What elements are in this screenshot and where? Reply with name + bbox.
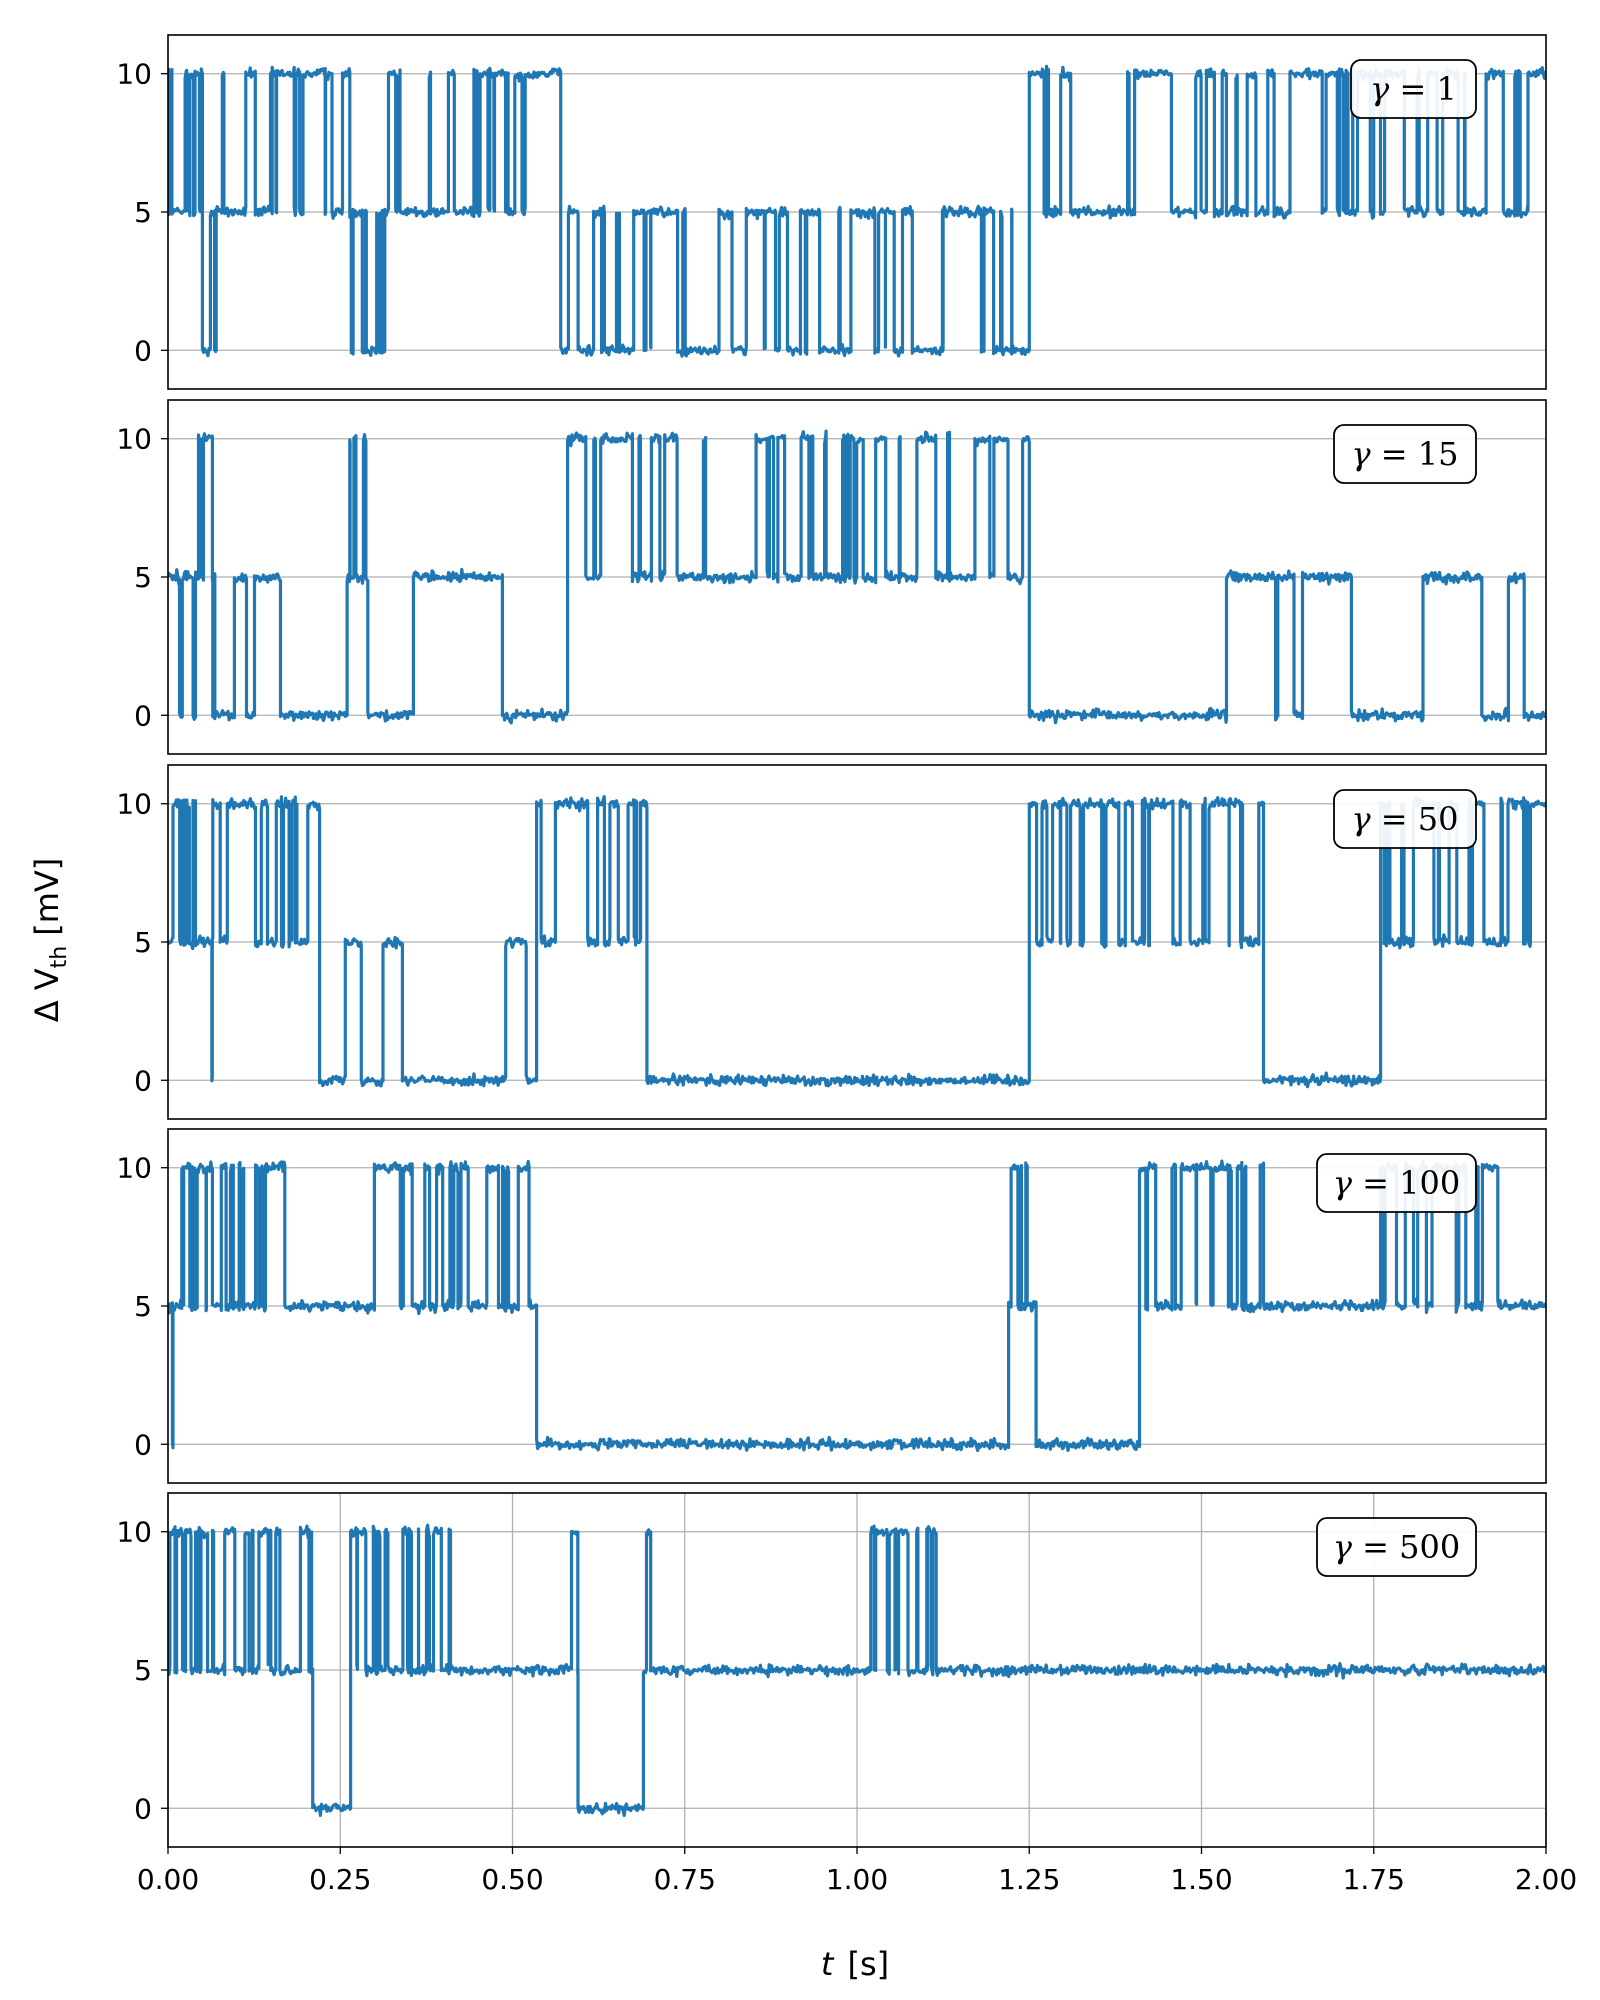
signal-line <box>168 1523 1546 1818</box>
legend-frame <box>1333 424 1477 484</box>
legend-gamma-symbol: γ <box>1370 70 1390 108</box>
y-axis-label-prefix: Δ V <box>28 968 66 1022</box>
x-axis-label-variable: t <box>821 1945 835 1983</box>
signal-line <box>168 1159 1546 1453</box>
panel-frame <box>167 34 1547 390</box>
legend-gamma-symbol: γ <box>1352 800 1372 838</box>
panel-5: 0 5 10 γ = 500 0.00 0.25 0.50 0.75 1.00 1.25 1.50 1… <box>116 1492 1577 1896</box>
legend-label: γ = 500 <box>1333 1528 1460 1566</box>
legend-gamma-value: = 50 <box>1371 800 1459 838</box>
y-tick-label: 5 <box>134 561 152 594</box>
legend-frame <box>1350 59 1477 119</box>
signal-line <box>168 795 1546 1089</box>
legend-box: γ = 100 <box>1316 1153 1477 1213</box>
panel-3: 0 5 10 γ = 50 <box>116 764 1547 1120</box>
x-axis-label: t [s] <box>821 1945 889 1983</box>
x-tick-label: 1.50 <box>1170 1863 1232 1896</box>
y-axis-label-unit: [mV] <box>28 858 66 936</box>
legend-gamma-value: = 100 <box>1352 1164 1460 1202</box>
y-tick-label: 10 <box>116 58 152 91</box>
panel-2: 0 5 10 γ = 15 <box>116 399 1547 755</box>
x-tick-label: 2.00 <box>1515 1863 1577 1896</box>
y-tick-label: 10 <box>116 1516 152 1549</box>
y-tick-label: 10 <box>116 1152 152 1185</box>
legend-gamma-value: = 15 <box>1371 435 1459 473</box>
legend-box: γ = 1 <box>1350 59 1477 119</box>
legend-frame <box>1333 789 1477 849</box>
legend-box: γ = 15 <box>1333 424 1477 484</box>
panel-frame <box>167 764 1547 1120</box>
legend-gamma-symbol: γ <box>1352 435 1372 473</box>
y-tick-label: 0 <box>134 334 152 367</box>
legend-label: γ = 15 <box>1352 435 1459 473</box>
x-axis-label-unit: [s] <box>847 1945 889 1983</box>
x-tick-label: 1.00 <box>826 1863 888 1896</box>
signal-line <box>168 64 1546 358</box>
y-tick-label: 10 <box>116 788 152 821</box>
legend-box: γ = 50 <box>1333 789 1477 849</box>
x-tick-label: 0.25 <box>309 1863 371 1896</box>
legend-box: γ = 500 <box>1316 1517 1477 1577</box>
legend-label: γ = 1 <box>1370 70 1457 108</box>
legend-label: γ = 100 <box>1333 1164 1460 1202</box>
y-tick-label: 5 <box>134 196 152 229</box>
y-tick-label: 5 <box>134 1290 152 1323</box>
x-tick-label: 0.00 <box>137 1863 199 1896</box>
panel-4: 0 5 10 γ = 100 <box>116 1128 1547 1484</box>
legend-gamma-value: = 1 <box>1389 70 1457 108</box>
signal-line <box>168 429 1546 725</box>
y-tick-label: 10 <box>116 423 152 456</box>
legend-gamma-symbol: γ <box>1333 1528 1353 1566</box>
panel-1: 0 5 10 γ = 1 <box>116 34 1547 390</box>
legend-frame <box>1316 1153 1477 1213</box>
x-tick-label: 0.50 <box>481 1863 543 1896</box>
y-tick-label: 0 <box>134 699 152 732</box>
x-tick-label: 0.75 <box>654 1863 716 1896</box>
y-axis-label: Δ Vth [mV] <box>28 858 72 1023</box>
legend-gamma-value: = 500 <box>1352 1528 1460 1566</box>
legend-frame <box>1316 1517 1477 1577</box>
y-tick-label: 5 <box>134 1654 152 1687</box>
legend-gamma-symbol: γ <box>1333 1164 1353 1202</box>
panel-frame <box>167 399 1547 755</box>
x-tick-label: 1.75 <box>1343 1863 1405 1896</box>
y-axis-label-subscript: th <box>47 946 72 969</box>
y-tick-label: 0 <box>134 1428 152 1461</box>
y-tick-label: 0 <box>134 1792 152 1825</box>
y-tick-label: 0 <box>134 1064 152 1097</box>
y-tick-label: 5 <box>134 926 152 959</box>
legend-label: γ = 50 <box>1352 800 1459 838</box>
panel-frame <box>167 1128 1547 1484</box>
x-tick-label: 1.25 <box>998 1863 1060 1896</box>
